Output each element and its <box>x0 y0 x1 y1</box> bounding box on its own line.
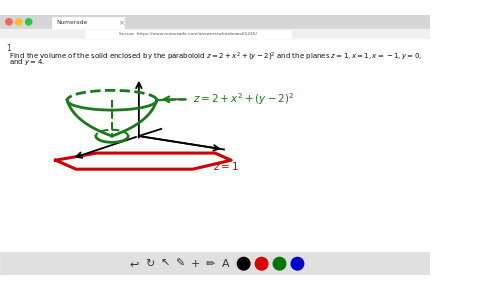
Text: ×: × <box>118 20 124 26</box>
Text: $z = 1$: $z = 1$ <box>213 160 239 172</box>
Text: Find the volume of the solid enclosed by the paraboloid $z = 2 + x^2 + (y - 2)^2: Find the volume of the solid enclosed by… <box>9 51 422 63</box>
Bar <box>0 15 430 28</box>
Text: +: + <box>191 259 200 269</box>
Circle shape <box>25 19 32 25</box>
Text: Numerade: Numerade <box>56 20 87 25</box>
Text: Secure  https://www.numerade.com/answers/whiteboard/5235/: Secure https://www.numerade.com/answers/… <box>119 32 257 36</box>
Text: 1: 1 <box>6 44 11 53</box>
Circle shape <box>238 258 250 270</box>
Circle shape <box>6 19 12 25</box>
Circle shape <box>291 258 304 270</box>
Bar <box>85 30 291 38</box>
Text: ↻: ↻ <box>145 259 154 269</box>
Circle shape <box>16 19 22 25</box>
Bar <box>0 28 430 39</box>
Text: ↖: ↖ <box>160 259 169 269</box>
Bar <box>0 253 430 275</box>
Circle shape <box>255 258 268 270</box>
Text: and $y = 4$.: and $y = 4$. <box>9 57 45 67</box>
Text: $z=2+x^2+(y-2)^2$: $z=2+x^2+(y-2)^2$ <box>192 91 294 107</box>
Text: A: A <box>222 259 229 269</box>
Text: ✏: ✏ <box>206 259 215 269</box>
Bar <box>52 17 124 28</box>
Text: ↩: ↩ <box>130 259 139 269</box>
Circle shape <box>273 258 286 270</box>
Text: ✎: ✎ <box>175 259 185 269</box>
